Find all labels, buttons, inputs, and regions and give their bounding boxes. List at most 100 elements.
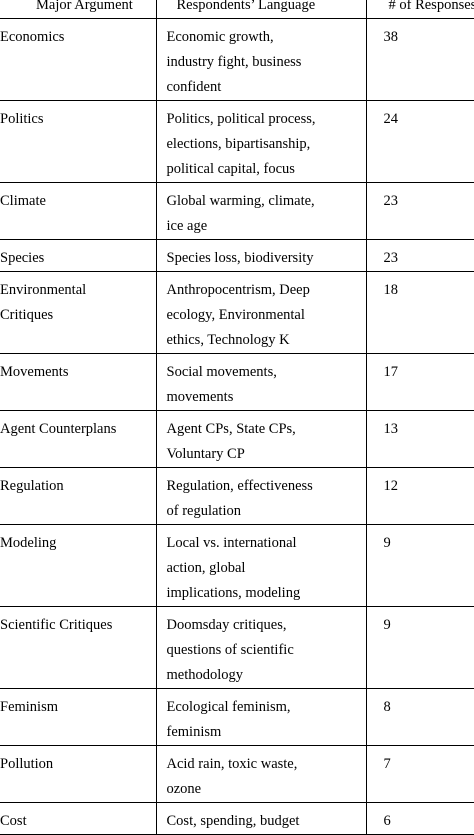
responses-cell: 18 (366, 271, 474, 354)
header-number-of-responses: # of Responses (366, 0, 474, 19)
argument-cell: Climate (0, 182, 156, 240)
table-row: Modeling Local vs. international action, g… (0, 524, 474, 607)
language-cell-line: Voluntary CP (166, 446, 245, 462)
table-row: Cost Cost, spending, budget 6 (0, 802, 474, 835)
language-cell-line: Social movements, (166, 364, 277, 380)
language-cell-line: ethics, Technology K (166, 332, 290, 348)
language-cell: Species loss, biodiversity (155, 239, 367, 272)
language-cell-line: Agent CPs, State CPs, (166, 421, 296, 437)
language-cell-line: Local vs. international (166, 535, 297, 551)
table-row: Environmental Critiques Anthropocentrism, … (0, 271, 474, 354)
language-cell-line: action, global (166, 560, 246, 576)
responses-cell: 23 (366, 182, 474, 240)
argument-cell: Scientific Critiques (0, 606, 156, 689)
language-cell-line: methodology (166, 667, 244, 683)
language-cell-line: confident (166, 79, 222, 95)
language-cell: Politics, political process, elections, b… (155, 100, 367, 183)
argument-cell-line: Modeling (0, 535, 57, 551)
table-row: Pollution Acid rain, toxic waste, ozone 7 (0, 745, 474, 803)
argument-cell-line: Cost (0, 813, 27, 829)
language-cell: Cost, spending, budget (155, 802, 367, 835)
header-row: Major Argument Respondents’ Language # o… (0, 0, 474, 19)
argument-cell: Environmental Critiques (0, 271, 156, 354)
language-cell: Regulation, effectiveness of regulation (155, 467, 367, 525)
table-header: Major Argument Respondents’ Language # o… (0, 0, 474, 19)
language-cell-line: Politics, political process, (166, 111, 316, 127)
language-cell-line: industry fight, business (166, 54, 302, 70)
language-cell-line: Economic growth, (166, 29, 274, 45)
language-cell-line: ozone (166, 781, 202, 797)
language-cell-line: Species loss, biodiversity (166, 250, 314, 266)
language-cell-line: implications, modeling (166, 585, 301, 601)
argument-cell-line: Movements (0, 364, 69, 380)
table-row: Politics Politics, political process, elec… (0, 100, 474, 183)
language-cell-line: movements (166, 389, 234, 405)
argument-cell: Feminism (0, 688, 156, 746)
language-cell-line: ecology, Environmental (166, 307, 305, 323)
argument-cell: Regulation (0, 467, 156, 525)
language-cell-line: political capital, focus (166, 161, 295, 177)
argument-cell-line: Critiques (0, 307, 54, 323)
header-major-argument: Major Argument (0, 0, 156, 19)
table-row: Economics Economic growth, industry fight,… (0, 18, 474, 101)
argument-cell: Cost (0, 802, 156, 835)
table-row: Regulation Regulation, effectiveness of re… (0, 467, 474, 525)
argument-cell: Modeling (0, 524, 156, 607)
argument-cell-line: Politics (0, 111, 44, 127)
table-row: Species Species loss, biodiversity 23 (0, 239, 474, 272)
argument-cell-line: Scientific Critiques (0, 617, 113, 633)
argument-cell-line: Environmental (0, 282, 87, 298)
language-cell-line: questions of scientific (166, 642, 294, 658)
responses-cell: 6 (366, 802, 474, 835)
language-cell: Economic growth, industry fight, business… (155, 18, 367, 101)
language-cell: Acid rain, toxic waste, ozone (155, 745, 367, 803)
language-cell: Social movements, movements (155, 353, 367, 411)
responses-cell: 12 (366, 467, 474, 525)
table-row: Agent Counterplans Agent CPs, State CPs, V… (0, 410, 474, 468)
argument-cell: Agent Counterplans (0, 410, 156, 468)
language-cell: Local vs. international action, global imp… (155, 524, 367, 607)
responses-cell: 17 (366, 353, 474, 411)
responses-cell: 9 (366, 606, 474, 689)
argument-cell: Movements (0, 353, 156, 411)
table-row: Scientific Critiques Doomsday critiques, q… (0, 606, 474, 689)
argument-cell: Species (0, 239, 156, 272)
responses-cell: 23 (366, 239, 474, 272)
argument-cell-line: Agent Counterplans (0, 421, 117, 437)
language-cell-line: elections, bipartisanship, (166, 136, 311, 152)
responses-cell: 24 (366, 100, 474, 183)
argument-cell-line: Feminism (0, 699, 59, 715)
argument-cell-line: Pollution (0, 756, 54, 772)
responses-cell: 7 (366, 745, 474, 803)
language-cell-line: Doomsday critiques, (166, 617, 287, 633)
language-cell-line: Cost, spending, budget (166, 813, 300, 829)
argument-cell-line: Economics (0, 29, 65, 45)
responses-cell: 38 (366, 18, 474, 101)
language-cell-line: Ecological feminism, (166, 699, 291, 715)
responses-cell: 8 (366, 688, 474, 746)
table-row: Feminism Ecological feminism, feminism 8 (0, 688, 474, 746)
responses-cell: 13 (366, 410, 474, 468)
table-row: Climate Global warming, climate, ice age 23 (0, 182, 474, 240)
argument-cell-line: Species (0, 250, 45, 266)
argument-cell-line: Regulation (0, 478, 64, 494)
argument-cell-line: Climate (0, 193, 46, 209)
language-cell: Agent CPs, State CPs, Voluntary CP (155, 410, 367, 468)
argument-cell: Economics (0, 18, 156, 101)
header-respondents-language: Respondents’ Language (155, 0, 367, 19)
language-cell-line: feminism (166, 724, 222, 740)
table-body: Economics Economic growth, industry fight,… (0, 18, 474, 835)
argument-cell: Politics (0, 100, 156, 183)
language-cell-line: Anthropocentrism, Deep (166, 282, 310, 298)
language-cell: Anthropocentrism, Deep ecology, Environme… (155, 271, 367, 354)
responses-cell: 9 (366, 524, 474, 607)
argument-cell: Pollution (0, 745, 156, 803)
language-cell-line: ice age (166, 218, 208, 234)
language-cell: Global warming, climate, ice age (155, 182, 367, 240)
language-cell-line: Acid rain, toxic waste, (166, 756, 298, 772)
language-cell-line: Regulation, effectiveness (166, 478, 313, 494)
table-row: Movements Social movements, movements 17 (0, 353, 474, 411)
language-cell: Doomsday critiques, questions of scientif… (155, 606, 367, 689)
language-cell: Ecological feminism, feminism (155, 688, 367, 746)
